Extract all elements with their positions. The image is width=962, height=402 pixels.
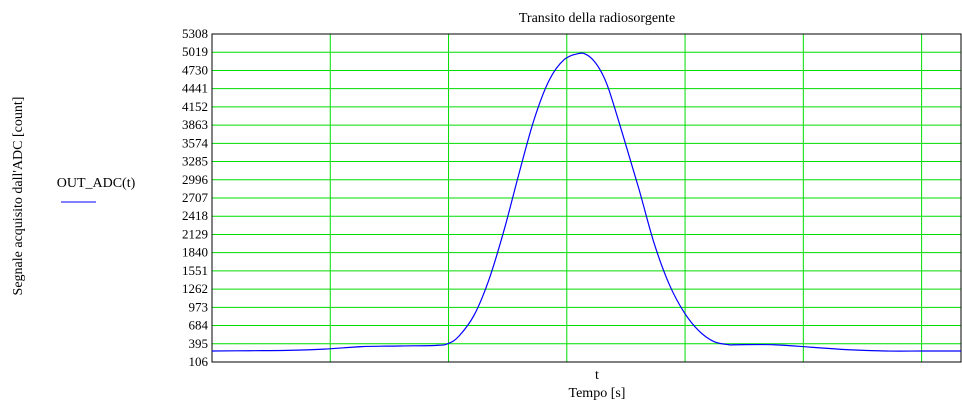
y-tick-label: 3285 [182, 154, 208, 169]
y-tick-label: 1551 [182, 263, 208, 278]
series-line-out-adc [211, 52, 961, 352]
y-tick-label: 4152 [182, 99, 208, 114]
y-tick-label: 106 [189, 354, 209, 369]
chart-title: Transito della radiosorgente [519, 11, 675, 26]
x-axis-label: Tempo [s] [569, 386, 626, 401]
y-tick-label: 3574 [182, 135, 209, 150]
y-tick-label: 1840 [182, 245, 208, 260]
y-tick-label: 2996 [182, 172, 209, 187]
series-layer [211, 52, 961, 352]
y-tick-label: 1262 [182, 281, 208, 296]
y-tick-label: 2418 [182, 208, 208, 223]
y-tick-label: 5019 [182, 44, 208, 59]
grid [212, 33, 961, 363]
y-tick-label: 4441 [182, 81, 208, 96]
plot-frame [211, 33, 962, 363]
y-tick-label: 684 [189, 318, 209, 333]
legend-label: OUT_ADC(t) [57, 176, 136, 191]
y-tick-label: 4730 [182, 62, 208, 77]
x-tick-marker: t [595, 368, 599, 383]
y-tick-label: 2129 [182, 226, 208, 241]
y-tick-label: 973 [189, 299, 209, 314]
y-tick-labels: 106 395 684 973 1262 1551 1840 2129 2418 2707 2996… [182, 26, 209, 369]
y-tick-label: 5308 [182, 26, 208, 41]
legend: OUT_ADC(t) [57, 176, 136, 203]
y-tick-label: 3863 [182, 117, 208, 132]
y-tick-label: 395 [189, 336, 209, 351]
y-tick-label: 2707 [182, 190, 209, 205]
y-axis-label: Segnale acquisito dall'ADC [count] [11, 97, 26, 296]
